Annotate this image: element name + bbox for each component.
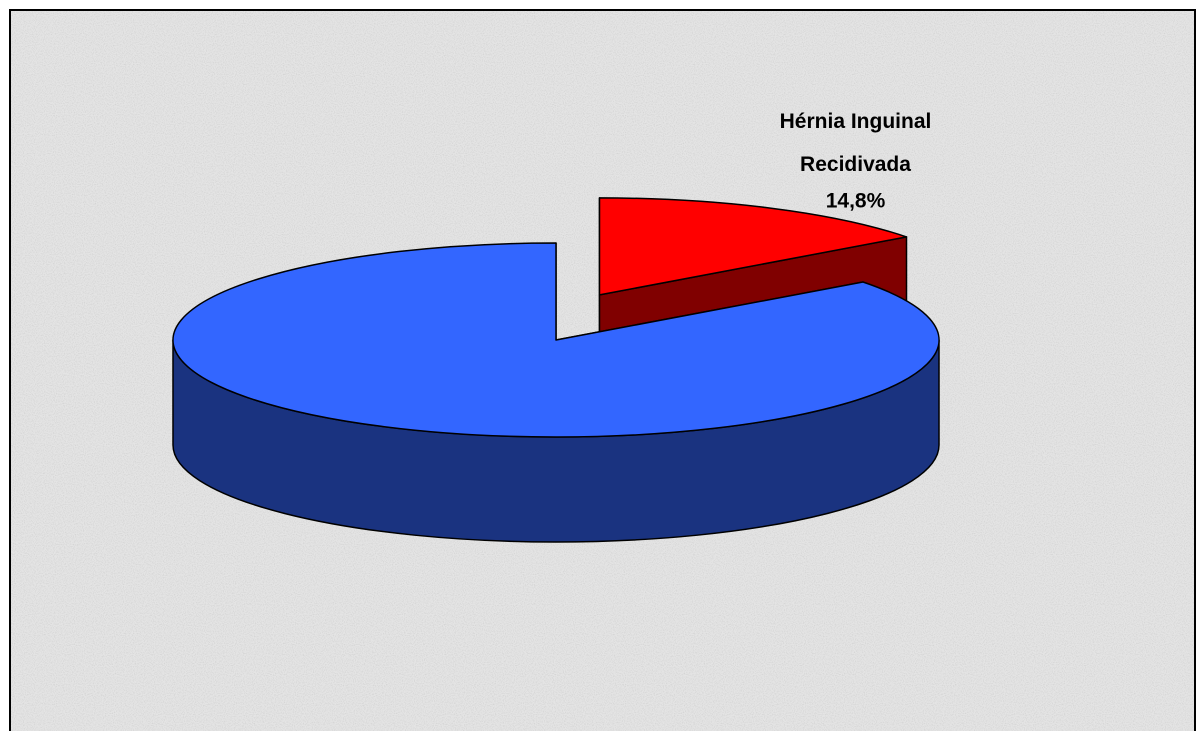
pie [172,197,940,543]
slice-label-line: Recidivada [800,152,911,175]
chart-border [9,9,1196,731]
slice [598,197,908,296]
slice [172,242,940,438]
value-label: 14,8% [826,189,886,212]
slice-label-line: Hérnia Inguinal [780,109,932,132]
slice-label: Hérnia Inguinal Recidivada [780,109,932,175]
